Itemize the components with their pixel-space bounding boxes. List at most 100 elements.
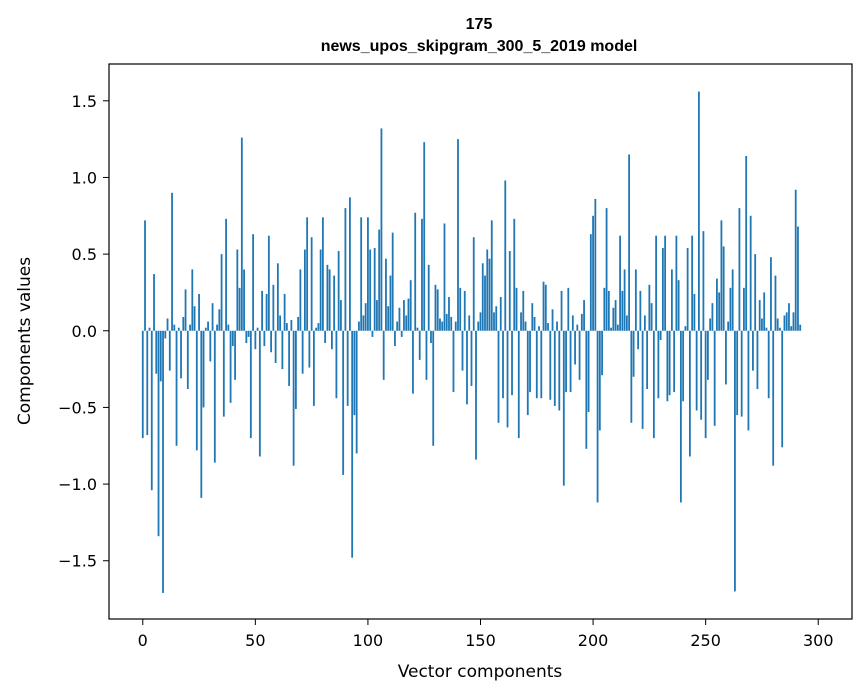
bar — [403, 300, 405, 331]
bar — [700, 330, 703, 420]
bar — [297, 316, 300, 331]
bar — [229, 330, 232, 403]
bar — [358, 321, 360, 331]
x-axis-label: Vector components — [398, 662, 563, 682]
bar — [398, 307, 401, 331]
bar — [713, 330, 716, 426]
bar — [326, 264, 329, 331]
bar — [542, 281, 545, 331]
bar — [718, 292, 721, 331]
bar-series — [141, 91, 802, 593]
bar — [637, 330, 640, 350]
bar — [479, 312, 482, 331]
bar — [673, 330, 676, 393]
bar — [625, 315, 628, 331]
bar — [292, 330, 295, 466]
bar — [281, 330, 284, 370]
bar — [585, 330, 588, 449]
bar — [200, 330, 203, 498]
bar — [517, 330, 520, 439]
bar — [448, 297, 450, 331]
bar — [632, 330, 635, 377]
bar — [263, 330, 266, 347]
bar — [371, 330, 374, 337]
chart-title: 175 — [466, 16, 493, 33]
bar — [659, 330, 662, 340]
bar — [321, 217, 324, 331]
bar — [432, 330, 435, 446]
bar — [547, 323, 549, 331]
bar — [799, 324, 802, 331]
bar — [412, 330, 414, 394]
y-axis-label: Components values — [15, 257, 35, 425]
bar — [360, 217, 363, 331]
bar — [353, 330, 356, 416]
y-tick-label: −0.5 — [58, 398, 97, 417]
bar — [220, 254, 223, 331]
bar — [792, 312, 795, 331]
bar — [315, 327, 318, 331]
bar — [294, 330, 297, 409]
bar — [544, 284, 547, 331]
bar — [535, 330, 538, 399]
bar — [256, 327, 259, 331]
bar — [639, 290, 642, 331]
bar — [400, 330, 403, 337]
x-tick-label: 100 — [353, 631, 384, 650]
bar — [497, 330, 500, 423]
bar — [515, 287, 518, 331]
bar — [756, 330, 759, 390]
bar — [288, 330, 291, 386]
bar — [682, 330, 685, 402]
bar — [583, 300, 585, 331]
bar — [249, 330, 252, 439]
bar — [362, 315, 365, 331]
bar — [373, 247, 376, 331]
bar — [734, 330, 736, 592]
bar — [551, 309, 554, 331]
bar — [207, 321, 209, 331]
bar — [628, 154, 630, 331]
bar — [195, 330, 198, 451]
bar — [763, 292, 766, 331]
bar — [695, 330, 698, 411]
bar — [549, 330, 552, 400]
bar — [720, 220, 723, 331]
bar — [279, 315, 282, 331]
bar — [421, 218, 423, 331]
x-tick-label: 50 — [245, 631, 265, 650]
bar — [522, 290, 525, 331]
y-axis: −1.5 −1.0 −0.5 0.0 0.5 1.0 1.5 — [58, 92, 109, 571]
bar — [385, 258, 387, 331]
bar — [299, 269, 302, 331]
bar — [767, 330, 770, 399]
bar — [488, 258, 491, 331]
bar — [148, 327, 151, 331]
bar — [652, 330, 655, 439]
bar — [144, 220, 146, 331]
bar — [349, 197, 351, 331]
bar — [240, 137, 243, 331]
bar — [193, 306, 196, 331]
bar — [182, 316, 185, 331]
bar — [202, 330, 205, 408]
bar — [499, 297, 502, 331]
bar — [738, 208, 741, 331]
bar — [511, 330, 513, 396]
bar — [310, 237, 313, 331]
bar — [621, 290, 624, 331]
bar — [159, 330, 162, 382]
bar — [716, 278, 718, 331]
bar — [457, 139, 459, 331]
bar — [711, 303, 714, 331]
bar — [797, 226, 799, 331]
bar — [409, 280, 412, 331]
bar — [445, 313, 448, 331]
bar — [612, 307, 615, 331]
bar — [380, 128, 383, 331]
x-axis: 0 50 100 150 200 250 300 — [138, 619, 834, 650]
bar — [679, 330, 682, 503]
bar — [146, 330, 149, 436]
bar — [459, 287, 462, 331]
bar — [571, 315, 574, 331]
